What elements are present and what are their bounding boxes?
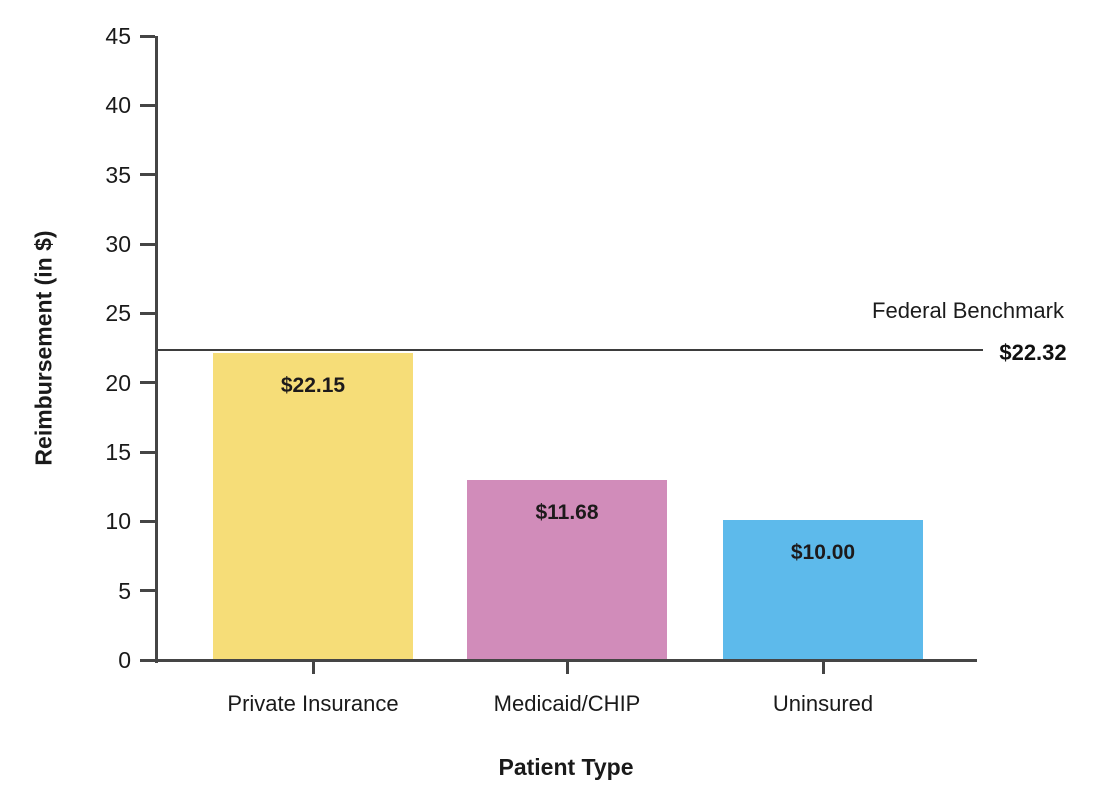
y-axis-tick (140, 242, 155, 246)
x-category-label: Uninsured (772, 691, 874, 716)
y-axis-tick-label: 40 (105, 92, 131, 119)
y-axis-tick-label: 20 (105, 369, 131, 396)
x-axis-line (155, 659, 977, 662)
x-category-label: Private Insurance (227, 691, 399, 716)
y-axis-tick (140, 173, 155, 177)
bar-private-insurance (213, 352, 413, 661)
bar-uninsured (723, 519, 923, 661)
bar-value-label: $22.15 (280, 373, 346, 397)
bar-value-label: $11.68 (535, 500, 599, 524)
y-axis-tick-label: 0 (118, 647, 131, 673)
y-axis-tick-label: 10 (105, 508, 131, 535)
y-axis-line (155, 36, 158, 663)
y-axis-title: Reimbursement (in $) (30, 230, 57, 466)
y-axis-tick (140, 658, 155, 662)
y-axis-tick (140, 311, 155, 315)
x-axis-tick (821, 661, 825, 674)
y-axis-tick (140, 103, 155, 107)
y-axis-tick (140, 519, 155, 523)
y-axis-tick (140, 450, 155, 454)
y-axis-tick-label: 5 (118, 577, 131, 604)
y-axis-tick-label: 35 (105, 161, 131, 188)
y-axis-tick-label: 25 (105, 300, 131, 327)
y-axis-tick (140, 589, 155, 593)
x-category-label: Medicaid/CHIP (493, 691, 641, 716)
y-axis-tick-label: 15 (105, 439, 131, 465)
y-axis-tick (140, 381, 155, 385)
benchmark-label: Federal Benchmark (872, 298, 1064, 323)
x-axis-tick (311, 661, 315, 674)
x-axis-tick (565, 661, 569, 674)
y-axis-tick (140, 34, 155, 38)
y-axis-tick-label: 30 (105, 231, 131, 257)
x-axis-title: Patient Type (498, 754, 634, 780)
benchmark-line (155, 349, 983, 352)
bar-medicaid-chip (467, 479, 667, 661)
y-axis-tick-label: 45 (105, 23, 131, 49)
benchmark-value: $22.32 (999, 340, 1067, 365)
bar-value-label: $10.00 (790, 540, 856, 564)
